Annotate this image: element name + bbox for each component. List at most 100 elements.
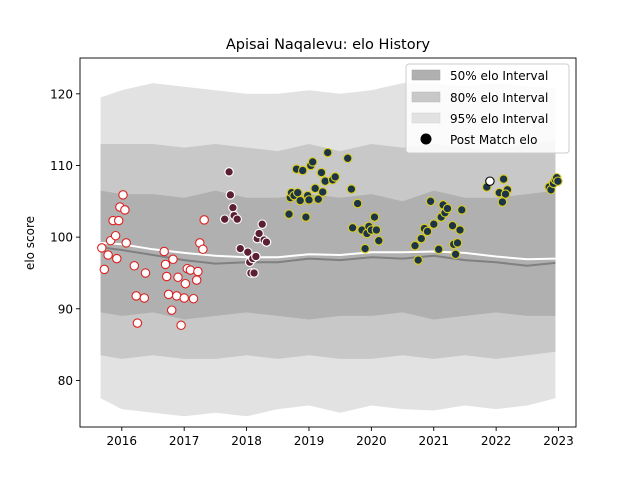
elo-point-series-3 (371, 225, 382, 235)
elo-point-series-3 (292, 187, 303, 198)
elo-point-series-3 (342, 153, 353, 164)
axes-frame (79, 57, 577, 428)
elo-point-series-3 (450, 249, 461, 260)
elo-point-series-1 (118, 190, 128, 200)
elo-point-series-1 (179, 293, 189, 303)
elo-point-series-2 (243, 247, 253, 257)
elo-point-series-3 (553, 176, 563, 186)
elo-point-series-3 (295, 195, 305, 206)
y-tick-label: 90 (58, 302, 73, 316)
legend-label-50: 50% elo Interval (450, 69, 548, 83)
elo-point-series-3 (330, 172, 340, 182)
elo-point-series-3 (425, 196, 436, 207)
elo-point-series-3 (301, 212, 311, 222)
elo-point-series-1 (121, 238, 131, 248)
x-tick-label: 2021 (418, 434, 449, 448)
y-tick-label: 120 (50, 87, 73, 101)
elo-point-series-3 (374, 235, 384, 246)
legend-frame (405, 63, 570, 154)
elo-point-series-1 (191, 275, 202, 285)
elo-point-series-1 (188, 293, 199, 304)
elo-point-series-1 (160, 259, 171, 270)
elo-point-series-1 (180, 278, 191, 289)
legend-label-95: 95% elo Interval (450, 112, 548, 126)
elo-point-series-1 (176, 320, 186, 331)
elo-point-series-2 (235, 243, 246, 254)
elo-point-series-3 (422, 226, 433, 237)
elo-point-series-3 (352, 198, 363, 209)
elo-point-series-3 (284, 209, 294, 219)
elo-point-series-3 (320, 176, 330, 186)
x-axis: 2016 2017 2018 2019 2020 2021 2022 2023 (107, 427, 574, 448)
legend-swatch-50 (411, 69, 441, 81)
elo-point-series-1 (140, 268, 151, 278)
elo-point-series-1 (97, 243, 107, 253)
elo-point-series-3 (497, 197, 508, 207)
elo-point-series-3 (304, 195, 314, 205)
x-tick-label: 2023 (543, 434, 574, 448)
x-tick-label: 2017 (169, 434, 200, 448)
x-tick-label: 2016 (107, 434, 138, 448)
elo-point-series-3 (360, 243, 370, 254)
elo-point-series-3 (310, 183, 320, 194)
elo-point-series-3 (455, 225, 465, 235)
elo-point-series-1 (159, 246, 169, 257)
elo-point-series-3 (313, 194, 324, 204)
elo-point-series-3 (317, 187, 328, 197)
elo-point-series-2 (261, 237, 272, 247)
elo-point-series-1 (198, 244, 208, 255)
elo-point-series-3 (433, 244, 444, 255)
x-tick-label: 2020 (356, 434, 387, 448)
x-tick-label: 2022 (481, 434, 512, 448)
y-axis-title: elo score (23, 216, 37, 270)
elo-point-series-1 (132, 318, 143, 328)
elo-point-series-3 (307, 157, 318, 167)
elo-point-series-4 (485, 176, 495, 186)
elo-point-series-1 (112, 253, 122, 264)
elo-point-series-3 (452, 238, 463, 248)
legend-label-post-match: Post Match elo (450, 133, 537, 147)
point-layer (97, 147, 563, 331)
elo-point-series-2 (219, 214, 230, 224)
elo-point-series-3 (347, 223, 358, 233)
elo-point-series-2 (251, 251, 261, 262)
plot-area (79, 57, 577, 428)
y-tick-label: 80 (58, 374, 73, 388)
elo-point-series-1 (120, 205, 130, 215)
elo-point-series-3 (297, 165, 308, 176)
legend: 50% elo Interval 80% elo Interval 95% el… (405, 63, 570, 154)
elo-point-series-1 (199, 215, 209, 225)
legend-label-80: 80% elo Interval (450, 91, 548, 105)
elo-point-series-1 (168, 254, 178, 265)
elo-point-series-3 (322, 147, 333, 158)
elo-point-series-2 (224, 167, 234, 177)
elo-point-series-3 (369, 212, 380, 222)
elo-point-series-1 (131, 291, 141, 301)
elo-point-series-3 (346, 184, 357, 194)
elo-point-series-2 (257, 219, 267, 229)
elo-point-series-1 (193, 266, 203, 277)
elo-point-series-2 (228, 202, 238, 213)
elo-point-series-1 (110, 230, 121, 241)
elo-point-series-1 (99, 264, 110, 275)
elo-point-series-3 (442, 203, 453, 214)
elo-point-series-2 (232, 214, 242, 224)
elo-point-series-1 (139, 293, 150, 303)
legend-swatch-95 (411, 112, 441, 124)
elo-point-series-3 (413, 255, 423, 265)
elo-point-series-1 (103, 250, 113, 260)
elo-point-series-1 (129, 261, 140, 271)
y-tick-label: 110 (50, 159, 73, 173)
elo-point-series-1 (173, 272, 183, 283)
elo-point-series-1 (185, 265, 196, 275)
elo-point-series-3 (500, 189, 511, 199)
elo-point-series-3 (429, 219, 439, 229)
elo-point-series-1 (113, 215, 124, 226)
elo-point-series-1 (161, 271, 172, 282)
legend-marker-post-match (420, 133, 432, 145)
x-tick-label: 2019 (294, 434, 325, 448)
elo-point-series-3 (416, 233, 427, 244)
elo-point-series-2 (254, 228, 264, 239)
x-tick-label: 2018 (231, 434, 262, 448)
elo-point-series-3 (410, 240, 420, 251)
